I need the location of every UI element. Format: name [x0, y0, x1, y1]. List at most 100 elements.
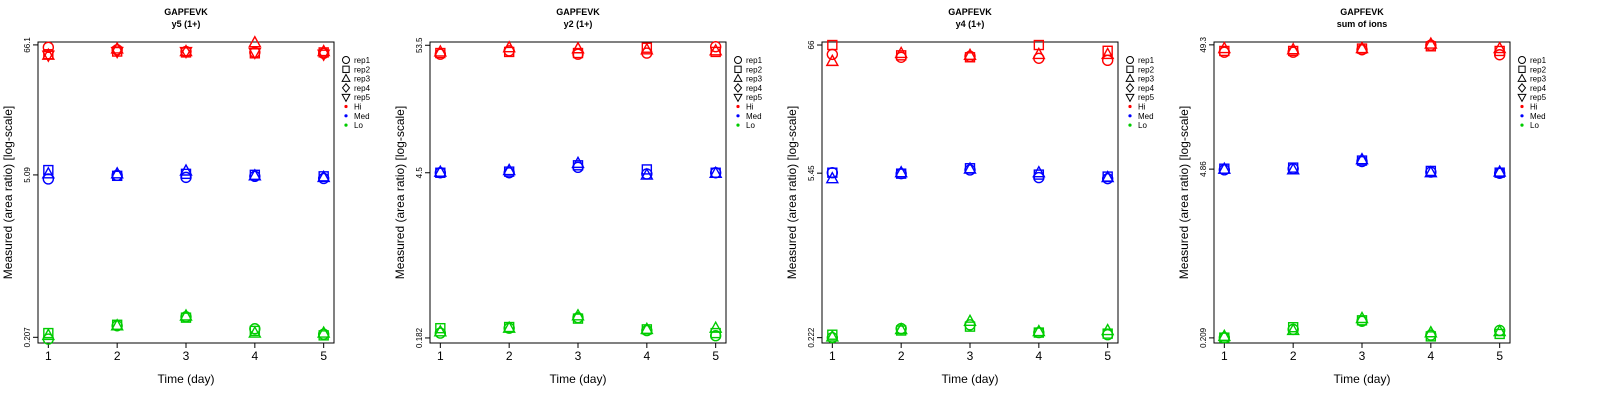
- legend-label: rep5: [1530, 93, 1547, 102]
- y-tick-label: 66: [807, 40, 816, 49]
- x-tick-label: 4: [251, 349, 258, 363]
- data-point-med-rep3: [179, 163, 193, 176]
- legend-marker-rep2: [1126, 65, 1134, 73]
- legend-label: rep2: [746, 65, 763, 74]
- legend-marker-rep3: [1517, 73, 1527, 82]
- legend-marker-wrap: [1125, 93, 1135, 103]
- data-point-med-rep2: [827, 167, 838, 178]
- data-point-hi-rep5: [316, 49, 331, 62]
- chart-panel-2: GAPFEVK y2 (1+) 1 2 3 4 5 Time (day) 0.182 4.5 53.…: [393, 7, 763, 386]
- legend-label: rep1: [1530, 56, 1547, 65]
- data-point-med-rep2: [1494, 167, 1505, 178]
- legend-label: rep4: [354, 84, 371, 93]
- x-tick-label: 3: [183, 349, 190, 363]
- x-tick-label: 4: [1035, 349, 1042, 363]
- legend-dot-hi: [1520, 104, 1524, 109]
- data-point-hi-rep3: [1424, 36, 1438, 49]
- chart-panel-4: GAPFEVK sum of ions 1 2 3 4 5 Time (day) 0.209 4.…: [1177, 7, 1547, 386]
- legend-label: rep2: [354, 65, 371, 74]
- legend-dot-lo: [344, 123, 348, 127]
- y-tick-label: 0.209: [1199, 327, 1208, 348]
- data-point-hi-rep3: [1355, 41, 1369, 54]
- legend-label: Lo: [354, 121, 363, 130]
- x-tick-label: 2: [506, 349, 513, 363]
- x-tick-label: 2: [898, 349, 905, 363]
- legend-marker-rep5: [733, 93, 743, 103]
- legend-label: Hi: [746, 103, 754, 112]
- legend-marker-wrap: [733, 82, 743, 93]
- legend-label: rep4: [1530, 84, 1547, 93]
- data-point-med-rep3: [433, 164, 448, 177]
- legend-marker-wrap: [342, 56, 350, 64]
- chart-subtitle: y2 (1+): [564, 19, 593, 29]
- data-point-lo-rep3: [41, 327, 56, 341]
- data-point-med-rep3: [502, 163, 516, 176]
- legend-label: Med: [746, 112, 762, 121]
- data-point-lo-rep3: [248, 325, 262, 338]
- legend-marker-rep2: [342, 65, 350, 73]
- legend-label: Lo: [1530, 121, 1539, 130]
- legend-dot-med: [736, 114, 740, 118]
- y-tick-label: 0.207: [23, 327, 32, 348]
- x-tick-label: 4: [643, 349, 650, 363]
- y-tick-label: 4.86: [1199, 161, 1208, 177]
- x-axis-label: Time (day): [158, 372, 215, 386]
- data-point-hi-rep3: [571, 41, 585, 54]
- data-point-hi-rep3: [433, 44, 448, 57]
- legend-label: Med: [1138, 112, 1154, 121]
- x-tick-label: 2: [1290, 349, 1297, 363]
- legend-dot-lo: [736, 123, 740, 127]
- legend-marker-wrap: [1517, 73, 1527, 82]
- data-point-lo-rep2: [710, 327, 721, 339]
- data-point-lo-rep2: [435, 322, 446, 334]
- data-point-hi-rep3: [963, 47, 977, 61]
- legend-marker-wrap: [734, 56, 742, 64]
- data-point-hi-rep2: [1102, 45, 1113, 56]
- data-point-hi-rep3: [708, 43, 723, 56]
- x-tick-label: 5: [1496, 349, 1503, 363]
- x-tick-label: 5: [320, 349, 327, 363]
- legend-dot-lo: [1520, 123, 1524, 127]
- chart-subtitle: sum of ions: [1337, 19, 1388, 29]
- legend-marker-rep5: [341, 93, 351, 103]
- x-tick-label: 3: [575, 349, 582, 363]
- legend-label: rep5: [354, 93, 371, 102]
- data-point-lo-rep3: [1286, 323, 1300, 336]
- chart-panel-3: GAPFEVK y4 (1+) 1 2 3 4 5 Time (day) 0.222 5.45 66…: [785, 7, 1155, 386]
- data-point-hi-rep5: [41, 50, 56, 63]
- x-axis-label: Time (day): [550, 372, 607, 386]
- y-axis-label: Measured (area ratio) [log-scale]: [393, 106, 407, 279]
- data-point-hi-rep3: [894, 46, 908, 59]
- x-tick-label: 3: [1359, 349, 1366, 363]
- plot-area-border: [1213, 41, 1511, 344]
- legend-label: rep5: [1138, 93, 1155, 102]
- data-point-med-rep3: [963, 161, 977, 174]
- legend-marker-wrap: [1125, 73, 1135, 82]
- legend-marker-rep2: [1518, 65, 1526, 73]
- legend-marker-rep1: [734, 56, 742, 64]
- legend-label: rep4: [746, 84, 763, 93]
- legend-label: rep3: [354, 75, 371, 84]
- legend-marker-wrap: [342, 65, 350, 73]
- chart-title: GAPFEVK: [948, 7, 992, 17]
- legend-label: rep3: [746, 75, 763, 84]
- data-point-hi-rep5: [110, 46, 124, 59]
- legend-marker-wrap: [1126, 56, 1134, 64]
- legend-label: Hi: [1138, 103, 1146, 112]
- legend-marker-rep4: [1125, 82, 1135, 93]
- data-point-lo-rep3: [110, 318, 124, 331]
- legend-marker-rep5: [1517, 93, 1527, 103]
- x-axis-label: Time (day): [1334, 372, 1391, 386]
- data-point-hi-rep3: [1032, 46, 1046, 60]
- legend-marker-rep1: [1126, 56, 1134, 64]
- legend-label: Med: [354, 112, 370, 121]
- data-point-lo-rep3: [1032, 324, 1046, 337]
- legend-marker-rep4: [1517, 82, 1527, 93]
- legend-label: Lo: [1138, 121, 1147, 130]
- legend-marker-wrap: [341, 82, 351, 93]
- legend-label: Lo: [746, 121, 755, 130]
- chart-title: GAPFEVK: [164, 7, 208, 17]
